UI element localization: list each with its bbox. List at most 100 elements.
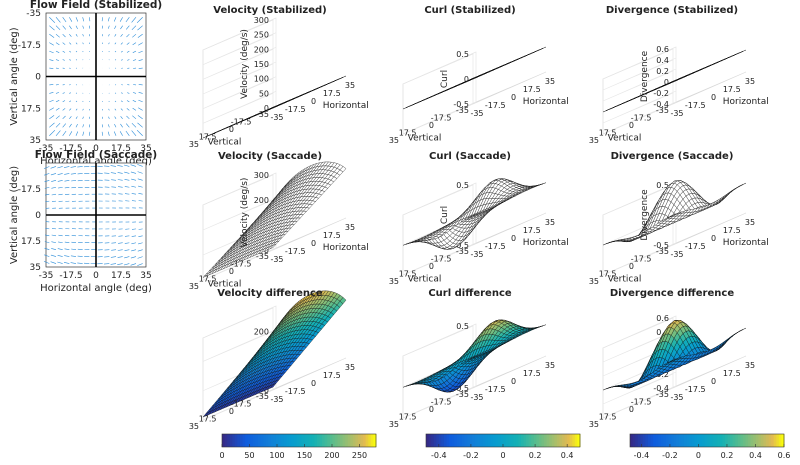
x-tick-label: 17.5 xyxy=(723,85,741,94)
z-axis-label: Divergence xyxy=(640,189,650,241)
panel-title: Divergence (Saccade) xyxy=(611,151,734,162)
panel-div-sacc: -0.500.5-35-17.5017.5353517.50-17.5-35Ho… xyxy=(589,151,769,286)
surface-cell xyxy=(340,76,346,79)
x-tick-label: 17.5 xyxy=(323,89,341,98)
panel-title: Velocity (Saccade) xyxy=(218,151,322,162)
x-tick-label: 0 xyxy=(311,239,316,248)
y-tick-label: -17.5 xyxy=(631,114,652,123)
z-tick-label: 0.4 xyxy=(656,56,669,65)
x-tick-label: -17.5 xyxy=(485,101,506,110)
y-tick-label: 17.5 xyxy=(21,237,41,247)
y-tick-label: -17.5 xyxy=(431,255,452,264)
y-tick-label: -17.5 xyxy=(18,185,41,195)
z-tick-label: 300 xyxy=(254,171,269,180)
z-tick-label: 0.5 xyxy=(456,181,469,190)
x-tick-label: -17.5 xyxy=(285,105,306,114)
x-tick-label: 17.5 xyxy=(523,226,541,235)
x-tick-label: 35 xyxy=(545,218,555,227)
y-axis-label: Vertical xyxy=(608,275,642,285)
y-axis-label: Vertical angle (deg) xyxy=(9,166,20,264)
panel-title: Velocity difference xyxy=(217,288,323,299)
x-axis-label: Horizontal xyxy=(523,238,569,248)
z-tick-label: 200 xyxy=(254,45,269,54)
y-tick-label: 35 xyxy=(189,282,199,291)
x-tick-label: 35 xyxy=(140,271,151,281)
x-tick-label: 0 xyxy=(93,271,99,281)
panel-div-stab: -0.4-0.200.20.40.6-35-17.5017.5353517.50… xyxy=(589,5,769,145)
x-axis-label: Horizontal xyxy=(523,97,569,107)
x-axis-label: Horizontal angle (deg) xyxy=(40,283,152,294)
x-tick-label: -35 xyxy=(270,255,283,264)
y-tick-label: 17.5 xyxy=(199,415,217,424)
surface-cell xyxy=(740,50,746,53)
y-tick-label: 0 xyxy=(35,211,41,221)
x-tick-label: -35 xyxy=(270,395,283,404)
x-tick-label: -35 xyxy=(470,109,483,118)
surface-cell xyxy=(540,47,546,50)
y-tick-label: -17.5 xyxy=(231,400,252,409)
panel-vel-stab: 050100150200250300-35-17.5017.5353517.50… xyxy=(189,5,369,149)
x-tick-label: 35 xyxy=(345,81,355,90)
y-tick-label: -35 xyxy=(656,247,669,256)
y-tick-label: 35 xyxy=(389,136,399,145)
y-tick-label: -35 xyxy=(656,106,669,115)
z-axis-label: Velocity (deg/s) xyxy=(240,29,250,99)
y-tick-label: -35 xyxy=(456,106,469,115)
y-tick-label: 35 xyxy=(589,136,599,145)
y-tick-label: -17.5 xyxy=(431,114,452,123)
x-tick-label: -35 xyxy=(470,250,483,259)
z-tick-label: -0.2 xyxy=(653,89,669,98)
x-tick-label: 17.5 xyxy=(111,271,131,281)
x-tick-label: 0 xyxy=(711,93,716,102)
y-axis-label: Vertical xyxy=(608,134,642,144)
panel-title: Curl (Saccade) xyxy=(429,151,511,162)
x-axis-label: Horizontal xyxy=(723,238,769,248)
x-tick-label: -35 xyxy=(270,113,283,122)
y-tick-label: -35 xyxy=(256,392,269,401)
x-tick-label: 0 xyxy=(711,234,716,243)
x-tick-label: -17.5 xyxy=(59,271,82,281)
y-tick-label: 35 xyxy=(389,277,399,286)
y-tick-label: -17.5 xyxy=(18,41,41,51)
z-tick-label: 0.5 xyxy=(456,50,469,59)
x-tick-label: 35 xyxy=(745,218,755,227)
panel-curl-sacc: -0.500.5-35-17.5017.5353517.50-17.5-35Ho… xyxy=(389,151,569,286)
z-axis-label: Curl xyxy=(440,206,450,224)
x-tick-label: 0 xyxy=(311,379,316,388)
y-tick-label: -17.5 xyxy=(631,255,652,264)
x-axis-label: Horizontal xyxy=(323,243,369,253)
z-tick-label: 200 xyxy=(254,196,269,205)
x-tick-label: 0 xyxy=(511,234,516,243)
x-tick-label: 35 xyxy=(345,223,355,232)
x-tick-label: 17.5 xyxy=(323,231,341,240)
panel-curl-stab: -0.500.5-35-17.5017.5353517.50-17.5-35Ho… xyxy=(389,5,569,145)
z-tick-label: 0.5 xyxy=(456,322,469,331)
x-axis-label: Horizontal xyxy=(323,101,369,111)
y-tick-label: 35 xyxy=(30,263,41,273)
x-tick-label: 17.5 xyxy=(523,85,541,94)
y-axis-label: Vertical xyxy=(408,134,442,144)
y-axis-label: Vertical angle (deg) xyxy=(9,27,20,125)
y-axis-label: Vertical xyxy=(208,138,242,148)
y-tick-label: -17.5 xyxy=(231,260,252,269)
y-tick-label: -17.5 xyxy=(231,118,252,127)
z-axis-label: Curl xyxy=(440,70,450,88)
x-tick-label: 0 xyxy=(511,93,516,102)
panel-curl-diff: -0.500.5-35-17.5017.5353517.50-17.5-35Cu… xyxy=(389,288,555,429)
z-tick-label: 250 xyxy=(254,31,269,40)
x-tick-label: 17.5 xyxy=(723,226,741,235)
z-tick-label: 150 xyxy=(254,60,269,69)
z-tick-label: 0.6 xyxy=(656,45,669,54)
panel-vel-sacc: 0100200300-35-17.5017.5353517.50-17.5-35… xyxy=(189,151,369,291)
z-axis-label: Divergence xyxy=(640,50,650,102)
y-tick-label: 35 xyxy=(30,136,41,146)
y-tick-label: 35 xyxy=(589,277,599,286)
panel-title: Divergence (Stabilized) xyxy=(606,5,738,16)
y-tick-label: 0 xyxy=(35,73,41,83)
x-tick-label: 35 xyxy=(745,77,755,86)
x-tick-label: -35 xyxy=(670,109,683,118)
x-axis-label: Horizontal xyxy=(723,97,769,107)
